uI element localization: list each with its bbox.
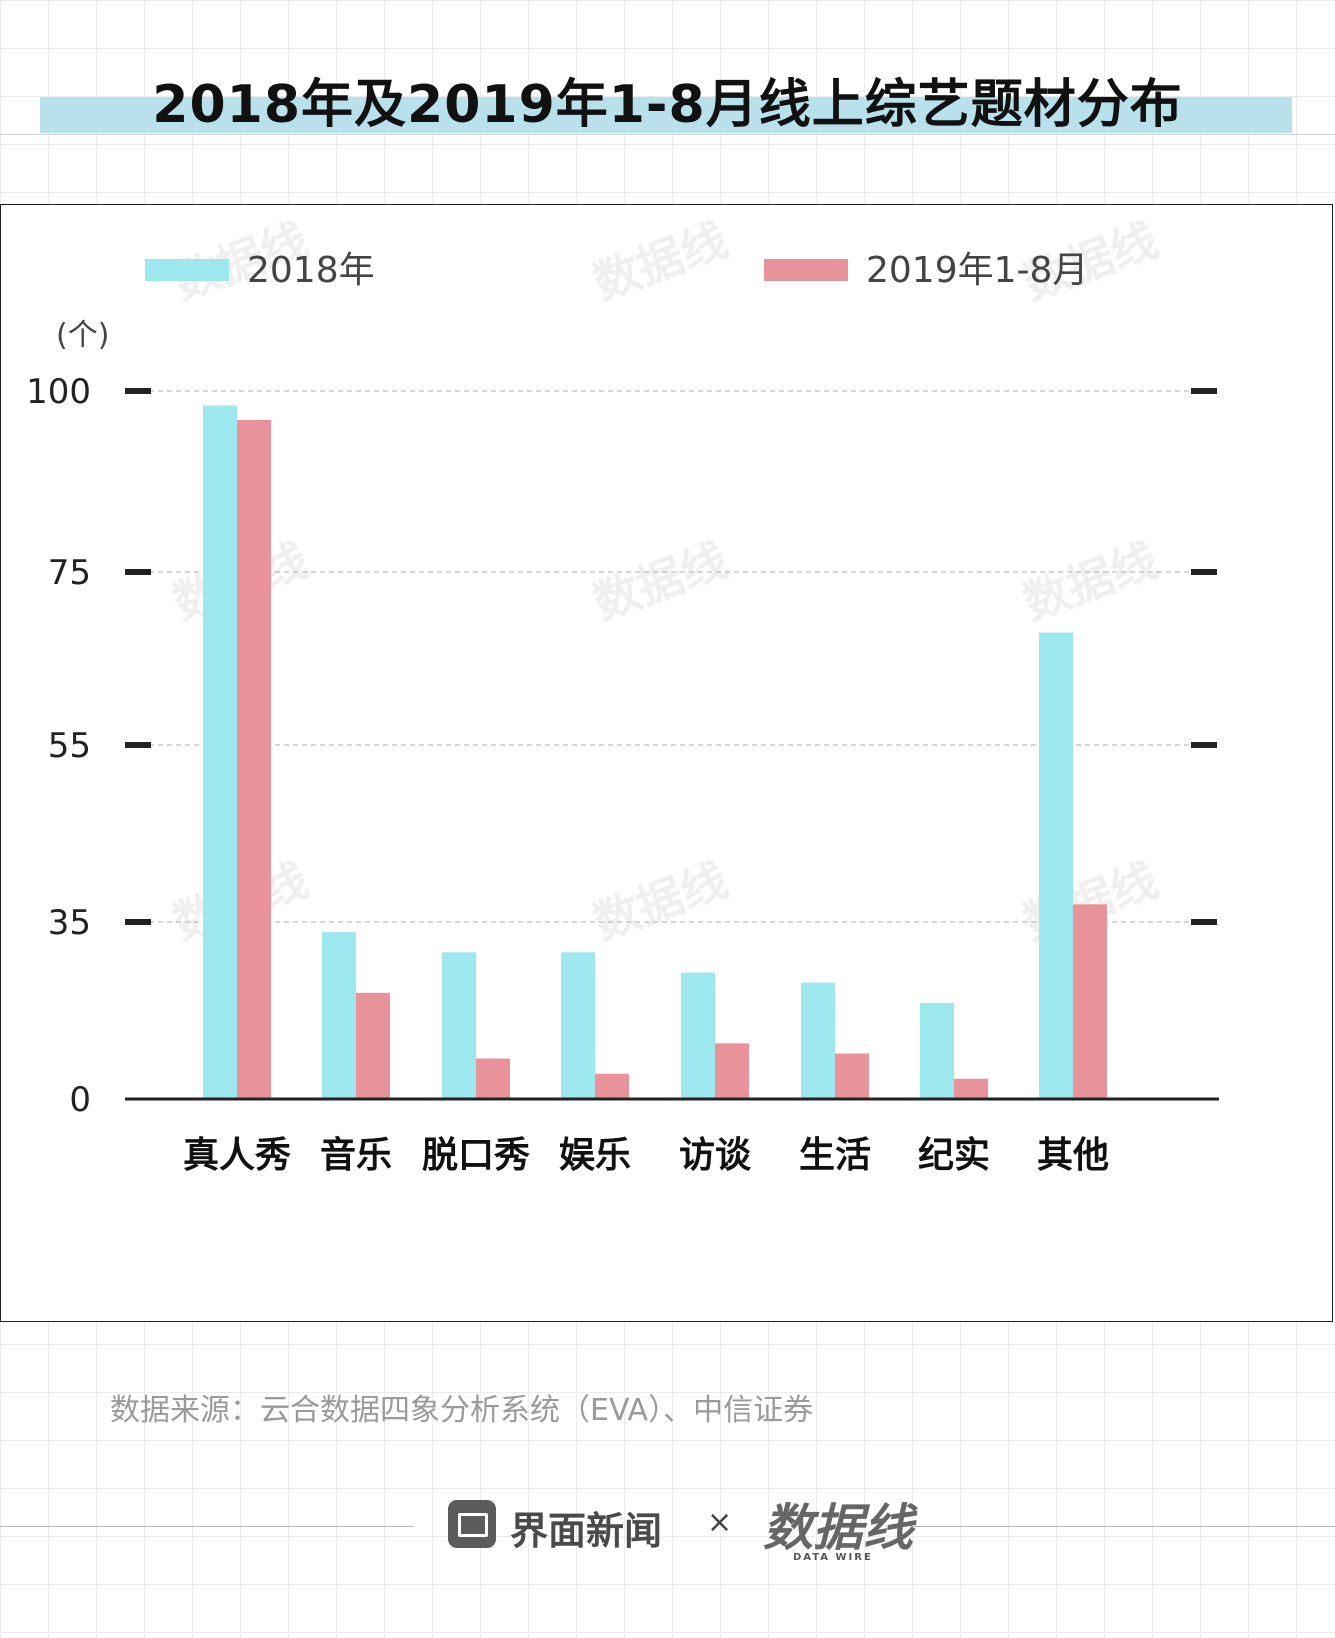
y-unit-label: (个)	[56, 318, 109, 353]
y-tick-mark-left	[125, 919, 151, 925]
y-tick-label: 75	[48, 553, 91, 593]
x-tick-label: 访谈	[679, 1135, 752, 1176]
bar-2019	[1073, 904, 1107, 1099]
y-tick-label: 100	[26, 372, 91, 412]
axes: (个) 0 35 55 75 100 真人秀 音乐 脱口秀 娱乐 访谈 生活 纪实 其他	[26, 318, 1219, 1176]
y-tick-label: 35	[48, 903, 91, 943]
bar-2019	[356, 992, 390, 1099]
y-tick-mark-left	[125, 388, 151, 394]
y-tick-mark-right	[1191, 742, 1217, 748]
bar-2018	[442, 952, 476, 1099]
footer-separator: ×	[707, 1505, 733, 1540]
bar-2019	[835, 1053, 869, 1099]
watermark-text: 数据线	[586, 212, 734, 310]
x-tick-label: 真人秀	[183, 1135, 291, 1176]
x-tick-label: 生活	[799, 1135, 871, 1176]
watermark-text: 数据线	[1016, 532, 1164, 630]
y-tick-mark-right	[1191, 919, 1217, 925]
bar-2019	[954, 1078, 988, 1099]
bar-2018	[801, 982, 835, 1099]
legend-label: 2018年	[247, 250, 375, 291]
watermark-text: 数据线	[586, 532, 734, 630]
x-tick-label: 其他	[1037, 1135, 1109, 1176]
bar-2018	[920, 1002, 954, 1099]
bar-2018	[681, 972, 715, 1099]
gridlines	[149, 390, 1191, 923]
footer-line-left	[0, 1526, 414, 1527]
bar-2018	[322, 932, 356, 1099]
legend: 2018年 2019年1-8月	[145, 250, 1088, 291]
legend-swatch	[145, 259, 229, 281]
legend-label: 2019年1-8月	[866, 250, 1088, 291]
y-tick-mark-left	[125, 742, 151, 748]
bar-chart: 数据线数据线数据线数据线数据线数据线数据线数据线数据线 (个)035557510…	[26, 212, 1219, 1176]
bar-2018	[203, 405, 237, 1099]
bars	[203, 405, 1107, 1099]
footer-brand: 界面新闻	[510, 1509, 663, 1553]
page-title: 2018年及2019年1-8月线上综艺题材分布	[152, 75, 1183, 135]
legend-swatch	[764, 259, 848, 281]
title-rule	[0, 134, 1335, 135]
bar-2019	[595, 1073, 629, 1099]
y-tick-label: 0	[69, 1080, 91, 1120]
bar-2019	[715, 1043, 749, 1099]
bar-2018	[1039, 632, 1073, 1099]
x-tick-label: 纪实	[918, 1135, 990, 1176]
y-tick-mark-right	[1191, 388, 1217, 394]
jiemian-logo-icon	[448, 1500, 496, 1548]
bar-2018	[561, 952, 595, 1099]
bar-2019	[237, 419, 271, 1099]
source-note: 数据来源：云合数据四象分析系统（EVA）、中信证券	[110, 1393, 814, 1428]
y-tick-mark-right	[1191, 569, 1217, 575]
footer-line-right	[910, 1526, 1335, 1527]
x-tick-label: 音乐	[320, 1135, 392, 1176]
x-tick-label: 脱口秀	[422, 1135, 530, 1176]
chart-container: 数据线数据线数据线数据线数据线数据线数据线数据线数据线 (个)035557510…	[0, 204, 1333, 1322]
y-tick-label: 55	[48, 726, 91, 766]
watermarks: 数据线数据线数据线数据线数据线数据线数据线数据线数据线	[166, 212, 1164, 950]
datawire-logo: 数据线	[763, 1499, 913, 1557]
datawire-logo-sub: DATA WIRE	[793, 1552, 873, 1563]
bar-2019	[476, 1058, 510, 1099]
watermark-text: 数据线	[586, 852, 734, 950]
y-tick-mark-left	[125, 569, 151, 575]
x-tick-label: 娱乐	[559, 1135, 631, 1176]
title-band	[40, 97, 1292, 133]
